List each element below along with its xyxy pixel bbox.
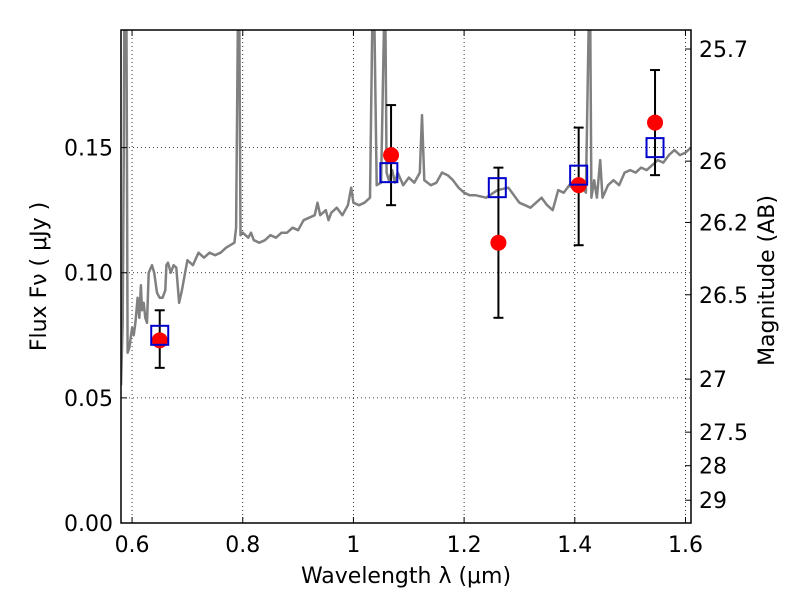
y-tick-label: 0.15 — [64, 137, 113, 162]
x-tick-label: 1.4 — [557, 533, 592, 558]
y2-tick-label: 25.7 — [699, 38, 748, 63]
y2-tick-label: 26.2 — [699, 211, 748, 236]
model-square — [645, 137, 665, 159]
axes: 0.6 0.8 1 1.2 1.4 1.6 0.00 0.05 0.10 0.15 25.7 26 26… — [64, 30, 748, 558]
spectrum-line — [121, 30, 691, 386]
y2-tick-label: 29 — [699, 489, 727, 514]
photometry-point — [383, 147, 400, 164]
photometry-point — [647, 114, 664, 131]
x-tick-label: 1.2 — [447, 533, 482, 558]
x-axis-title: Wavelength λ (μm) — [301, 564, 511, 589]
grid — [121, 30, 691, 523]
y2-tick-label: 26 — [699, 150, 727, 175]
y2-tick-label: 28 — [699, 455, 727, 480]
x-tick-label: 0.6 — [115, 533, 150, 558]
model-square — [569, 164, 589, 186]
y-tick-label: 0.05 — [64, 387, 113, 412]
errorbar-series — [154, 69, 661, 369]
photometry-point — [151, 332, 168, 349]
x-tick-label: 1 — [346, 533, 360, 558]
y-axis-title: Flux Fν ( μJy ) — [27, 202, 52, 351]
model-square — [379, 162, 399, 184]
y2-tick-label: 26.5 — [699, 284, 748, 309]
plot-frame — [120, 29, 692, 524]
y2-tick-label: 27 — [699, 368, 727, 393]
photometry-point — [490, 234, 507, 251]
y2-tick-label: 27.5 — [699, 421, 748, 446]
y2-axis-title: Magnitude (AB) — [755, 195, 780, 366]
x-tick-label: 1.6 — [668, 533, 703, 558]
model-square — [150, 324, 170, 346]
spectrum-series — [121, 30, 691, 386]
y-tick-label: 0.00 — [64, 512, 113, 537]
model-photometry-squares — [150, 137, 665, 346]
y-tick-label: 0.10 — [64, 262, 113, 287]
x-tick-label: 0.8 — [225, 533, 260, 558]
model-square — [487, 177, 507, 199]
